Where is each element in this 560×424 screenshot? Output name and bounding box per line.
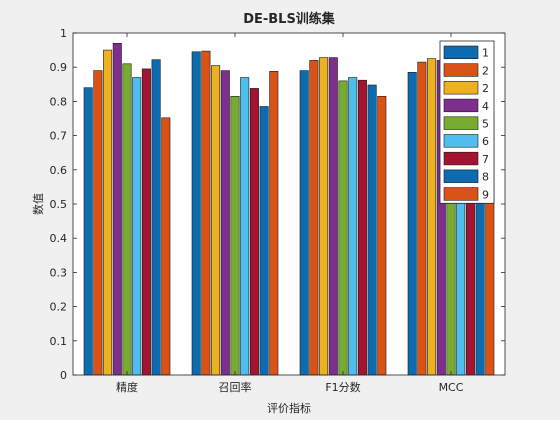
bar-series-8-召回率: [259, 106, 269, 376]
legend-swatch: [443, 151, 479, 166]
y-tick-label: 0.3: [50, 266, 68, 279]
legend-swatch: [443, 45, 479, 59]
x-tick-label: F1分数: [325, 381, 360, 394]
legend-label: 4: [482, 100, 489, 113]
legend-label: 9: [482, 188, 489, 201]
legend-swatch: [443, 98, 479, 113]
bar-series-6-召回率: [240, 77, 250, 376]
legend-swatch: [443, 134, 479, 148]
bar-series-5-召回率: [230, 96, 240, 376]
legend-label: 7: [482, 153, 489, 166]
legend-label: 1: [482, 47, 489, 60]
legend-label: 6: [482, 135, 489, 148]
bar-series-1-召回率: [191, 51, 201, 376]
bar-series-2-精度: [93, 70, 103, 376]
bar-series-1-MCC: [407, 72, 417, 376]
y-tick-label: 0.2: [50, 301, 68, 314]
bar-series-2-F1分数: [309, 60, 319, 376]
bar-series-9-精度: [161, 117, 171, 376]
bar-series-9-召回率: [269, 71, 279, 376]
y-tick-label: 0.5: [50, 198, 68, 211]
axes-group: 0 0.1 0.2 0.3 0.4 0.5 0.6 0.7 0.8 0.9 1 精度 召回率 F1分数 MC…: [50, 27, 506, 394]
bar-series-1-F1分数: [299, 70, 309, 376]
y-tick-label: 0.6: [50, 164, 68, 177]
bar-series-8-F1分数: [367, 84, 377, 376]
legend-swatch: [443, 63, 479, 77]
bar-series-5-F1分数: [338, 80, 348, 376]
bar-series-2-召回率: [211, 65, 221, 376]
bar-series-4-召回率: [220, 70, 230, 376]
y-tick-label: 0.7: [50, 130, 68, 143]
bar-series-2-召回率: [201, 50, 211, 376]
bar-series-9-F1分数: [377, 96, 387, 376]
bar-series-2-F1分数: [319, 57, 329, 376]
legend-label: 8: [482, 171, 489, 184]
x-tick-label: 精度: [116, 380, 138, 394]
bar-series-2-MCC: [417, 61, 427, 376]
legend-swatch: [443, 116, 479, 130]
chart-title: DE-BLS训练集: [243, 11, 336, 27]
bar-series-5-精度: [122, 63, 132, 376]
legend: 1 2 2 4 5 6 7 8 9: [439, 40, 495, 204]
legend-swatch: [443, 187, 479, 201]
y-tick-label: 0: [60, 369, 67, 382]
x-tick-label: 召回率: [219, 380, 252, 394]
x-axis-label: 评价指标: [267, 401, 311, 415]
bar-series-6-精度: [132, 77, 142, 376]
y-tick-label: 0.8: [50, 95, 68, 108]
bar-series-4-F1分数: [328, 57, 338, 376]
bar-series-6-F1分数: [348, 77, 358, 376]
y-axis-label: 数值: [32, 193, 45, 215]
bar-series-2-MCC: [427, 58, 437, 376]
y-tick-label: 0.1: [50, 335, 68, 348]
bar-series-4-精度: [112, 42, 122, 376]
x-tick-label: MCC: [439, 381, 464, 394]
bar-series-7-F1分数: [357, 79, 367, 376]
legend-swatch: [443, 81, 479, 95]
y-tick-label: 0.4: [50, 232, 68, 245]
bar-series-7-召回率: [249, 88, 259, 376]
bar-series-8-精度: [151, 59, 161, 376]
legend-label: 5: [482, 118, 489, 131]
bar-series-7-精度: [141, 68, 151, 376]
legend-label: 2: [482, 64, 489, 77]
bar-series-2-精度: [103, 49, 113, 376]
y-tick-label: 0.9: [50, 61, 68, 74]
bar-series-1-精度: [83, 87, 93, 376]
y-tick-label: 1: [60, 27, 67, 40]
legend-swatch: [443, 169, 479, 183]
legend-label: 2: [482, 82, 489, 95]
